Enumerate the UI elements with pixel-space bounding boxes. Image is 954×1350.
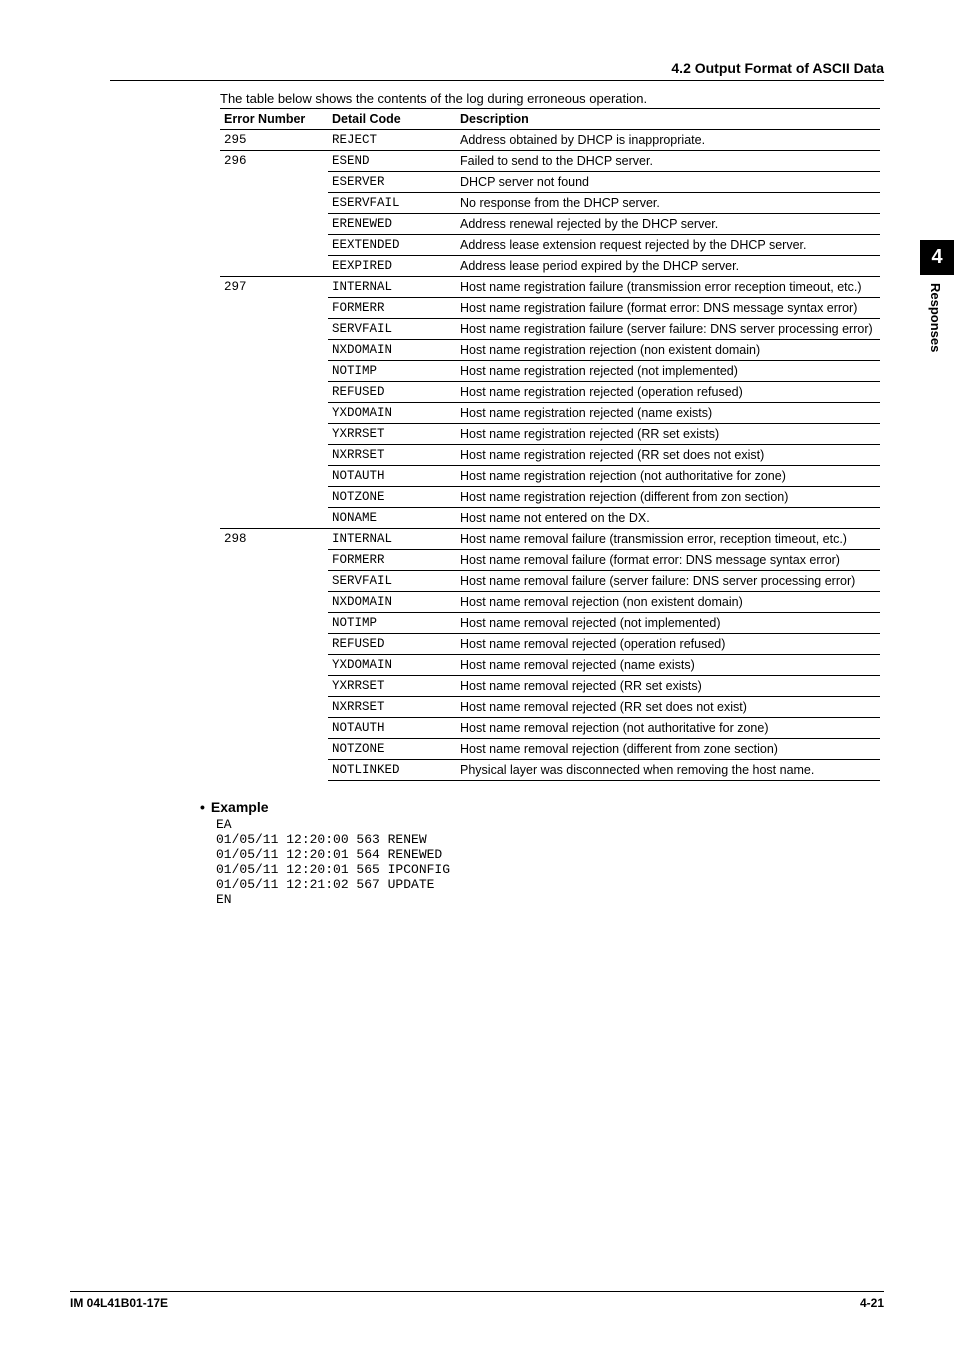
cell-description: Host name removal failure (format error:… xyxy=(456,550,880,571)
cell-description: Physical layer was disconnected when rem… xyxy=(456,760,880,781)
cell-detail-code: EEXPIRED xyxy=(328,256,456,277)
cell-detail-code: FORMERR xyxy=(328,550,456,571)
cell-description: Address obtained by DHCP is inappropriat… xyxy=(456,130,880,151)
cell-error-number: 298 xyxy=(220,529,328,781)
cell-error-number: 295 xyxy=(220,130,328,151)
cell-detail-code: NOTIMP xyxy=(328,361,456,382)
cell-detail-code: ESEND xyxy=(328,151,456,172)
cell-description: Host name registration rejected (RR set … xyxy=(456,445,880,466)
table-body: 295REJECTAddress obtained by DHCP is ina… xyxy=(220,130,880,781)
cell-description: Host name removal rejected (operation re… xyxy=(456,634,880,655)
side-tab-number: 4 xyxy=(920,240,954,275)
cell-detail-code: YXRRSET xyxy=(328,424,456,445)
cell-description: Host name registration failure (server f… xyxy=(456,319,880,340)
cell-detail-code: EEXTENDED xyxy=(328,235,456,256)
example-heading: • Example xyxy=(200,799,884,815)
cell-description: Host name registration rejected (not imp… xyxy=(456,361,880,382)
table-row: 295REJECTAddress obtained by DHCP is ina… xyxy=(220,130,880,151)
cell-detail-code: YXDOMAIN xyxy=(328,655,456,676)
cell-description: Host name removal rejection (not authori… xyxy=(456,718,880,739)
cell-description: Host name removal rejected (not implemen… xyxy=(456,613,880,634)
cell-detail-code: NOTZONE xyxy=(328,739,456,760)
section-header: 4.2 Output Format of ASCII Data xyxy=(110,60,884,81)
bullet-icon: • xyxy=(200,799,205,815)
cell-detail-code: NOTAUTH xyxy=(328,466,456,487)
cell-description: Address lease extension request rejected… xyxy=(456,235,880,256)
col-detail-code: Detail Code xyxy=(328,109,456,130)
cell-detail-code: NOTAUTH xyxy=(328,718,456,739)
cell-detail-code: REJECT xyxy=(328,130,456,151)
example-block: • Example EA 01/05/11 12:20:00 563 RENEW … xyxy=(200,799,884,907)
cell-error-number: 297 xyxy=(220,277,328,529)
cell-description: No response from the DHCP server. xyxy=(456,193,880,214)
cell-detail-code: SERVFAIL xyxy=(328,319,456,340)
cell-description: Host name removal rejection (non existen… xyxy=(456,592,880,613)
cell-detail-code: REFUSED xyxy=(328,382,456,403)
cell-detail-code: NOTIMP xyxy=(328,613,456,634)
error-codes-table: Error Number Detail Code Description 295… xyxy=(220,108,880,781)
cell-description: Host name registration failure (transmis… xyxy=(456,277,880,298)
cell-description: DHCP server not found xyxy=(456,172,880,193)
cell-description: Host name removal rejected (RR set does … xyxy=(456,697,880,718)
cell-description: Failed to send to the DHCP server. xyxy=(456,151,880,172)
cell-detail-code: INTERNAL xyxy=(328,277,456,298)
cell-detail-code: FORMERR xyxy=(328,298,456,319)
table-row: 297INTERNALHost name registration failur… xyxy=(220,277,880,298)
cell-detail-code: ESERVER xyxy=(328,172,456,193)
cell-detail-code: NOTLINKED xyxy=(328,760,456,781)
col-description: Description xyxy=(456,109,880,130)
example-heading-text: Example xyxy=(211,799,269,815)
cell-description: Host name registration rejected (RR set … xyxy=(456,424,880,445)
cell-description: Host name removal failure (server failur… xyxy=(456,571,880,592)
cell-description: Host name registration rejected (operati… xyxy=(456,382,880,403)
cell-description: Host name registration rejected (name ex… xyxy=(456,403,880,424)
footer-right: 4-21 xyxy=(860,1296,884,1310)
cell-description: Address renewal rejected by the DHCP ser… xyxy=(456,214,880,235)
cell-description: Host name removal rejected (name exists) xyxy=(456,655,880,676)
cell-detail-code: REFUSED xyxy=(328,634,456,655)
cell-description: Host name registration failure (format e… xyxy=(456,298,880,319)
cell-description: Host name not entered on the DX. xyxy=(456,508,880,529)
cell-description: Host name removal rejected (RR set exist… xyxy=(456,676,880,697)
cell-description: Host name removal rejection (different f… xyxy=(456,739,880,760)
cell-detail-code: YXDOMAIN xyxy=(328,403,456,424)
footer-left: IM 04L41B01-17E xyxy=(70,1296,168,1310)
cell-description: Host name registration rejection (non ex… xyxy=(456,340,880,361)
table-head: Error Number Detail Code Description xyxy=(220,109,880,130)
cell-detail-code: ESERVFAIL xyxy=(328,193,456,214)
cell-detail-code: YXRRSET xyxy=(328,676,456,697)
page-footer: IM 04L41B01-17E 4-21 xyxy=(70,1291,884,1310)
table-row: 298INTERNALHost name removal failure (tr… xyxy=(220,529,880,550)
cell-detail-code: INTERNAL xyxy=(328,529,456,550)
side-tab-label: Responses xyxy=(920,275,951,360)
cell-detail-code: NXDOMAIN xyxy=(328,340,456,361)
table-intro: The table below shows the contents of th… xyxy=(220,91,884,106)
table-row: 296ESENDFailed to send to the DHCP serve… xyxy=(220,151,880,172)
cell-description: Address lease period expired by the DHCP… xyxy=(456,256,880,277)
cell-detail-code: NONAME xyxy=(328,508,456,529)
cell-detail-code: NXRRSET xyxy=(328,697,456,718)
cell-description: Host name removal failure (transmission … xyxy=(456,529,880,550)
cell-detail-code: NOTZONE xyxy=(328,487,456,508)
cell-error-number: 296 xyxy=(220,151,328,277)
cell-detail-code: SERVFAIL xyxy=(328,571,456,592)
col-error-number: Error Number xyxy=(220,109,328,130)
cell-description: Host name registration rejection (differ… xyxy=(456,487,880,508)
cell-detail-code: NXRRSET xyxy=(328,445,456,466)
cell-detail-code: ERENEWED xyxy=(328,214,456,235)
cell-description: Host name registration rejection (not au… xyxy=(456,466,880,487)
example-code: EA 01/05/11 12:20:00 563 RENEW 01/05/11 … xyxy=(216,817,884,907)
cell-detail-code: NXDOMAIN xyxy=(328,592,456,613)
page: 4.2 Output Format of ASCII Data The tabl… xyxy=(0,0,954,1350)
side-tab: 4 Responses xyxy=(920,240,954,360)
